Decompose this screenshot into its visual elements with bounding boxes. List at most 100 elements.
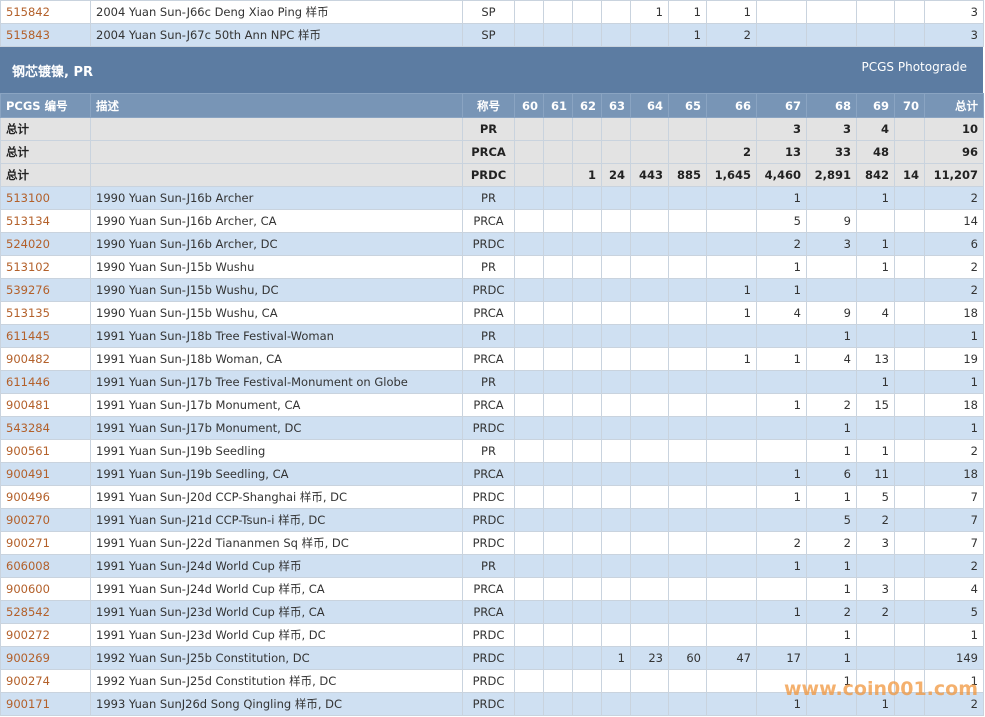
column-title[interactable]: 63	[601, 93, 631, 118]
grade-count	[601, 554, 631, 578]
pcgs-number[interactable]: 513100	[0, 186, 91, 210]
grade-count	[572, 485, 602, 509]
column-title[interactable]: 66	[706, 93, 757, 118]
grade-count	[706, 485, 757, 509]
column-title[interactable]: 总计	[924, 93, 984, 118]
pcgs-number[interactable]: 900269	[0, 646, 91, 670]
pcgs-number[interactable]: 515842	[0, 0, 91, 24]
pcgs-number[interactable]: 543284	[0, 416, 91, 440]
pcgs-number[interactable]: 900491	[0, 462, 91, 486]
designation: PRDC	[462, 669, 515, 693]
designation: PRCA	[462, 301, 515, 325]
grade-count	[706, 577, 757, 601]
pcgs-number[interactable]: 900482	[0, 347, 91, 371]
column-title[interactable]: 65	[668, 93, 707, 118]
grade-count	[601, 0, 631, 24]
pcgs-number[interactable]: 900561	[0, 439, 91, 463]
grade-count	[894, 370, 925, 394]
grade-count: 2	[856, 508, 895, 532]
column-title[interactable]: 68	[806, 93, 857, 118]
grade-count	[514, 347, 544, 371]
pcgs-number[interactable]: 900600	[0, 577, 91, 601]
grade-count	[668, 278, 707, 302]
grade-count	[572, 393, 602, 417]
pcgs-number[interactable]: 900272	[0, 623, 91, 647]
grade-count	[706, 255, 757, 279]
grade-count: 1	[601, 646, 631, 670]
pcgs-number[interactable]: 513102	[0, 255, 91, 279]
grade-count: 4	[856, 117, 895, 141]
table-row: 总计 PR 3 3 4 10	[0, 117, 984, 141]
grade-count	[601, 577, 631, 601]
designation: PR	[462, 117, 515, 141]
pcgs-number[interactable]: 515843	[0, 23, 91, 47]
grade-count: 17	[756, 646, 807, 670]
pcgs-number[interactable]: 900270	[0, 508, 91, 532]
grade-count	[543, 554, 573, 578]
description: 2004 Yuan Sun-J67c 50th Ann NPC 样币	[90, 23, 463, 47]
designation: SP	[462, 23, 515, 47]
pcgs-number[interactable]: 528542	[0, 600, 91, 624]
table-row: 515842 2004 Yuan Sun-J66c Deng Xiao Ping …	[0, 0, 984, 24]
total: 2	[924, 186, 984, 210]
grade-count	[572, 347, 602, 371]
pcgs-number[interactable]: 900271	[0, 531, 91, 555]
grade-count	[894, 646, 925, 670]
grade-count	[630, 324, 669, 348]
column-title[interactable]: 称号	[462, 93, 515, 118]
column-title[interactable]: 70	[894, 93, 925, 118]
grade-count: 1	[706, 347, 757, 371]
table-row: 611446 1991 Yuan Sun-J17b Tree Festival-M…	[0, 370, 984, 394]
grade-count	[601, 669, 631, 693]
pcgs-number[interactable]: 900274	[0, 669, 91, 693]
grade-count: 2	[756, 232, 807, 256]
grade-count	[706, 186, 757, 210]
column-title[interactable]: 60	[514, 93, 544, 118]
pcgs-number[interactable]: 539276	[0, 278, 91, 302]
grade-count	[856, 278, 895, 302]
grade-count	[514, 623, 544, 647]
grade-count	[806, 23, 857, 47]
grade-count	[756, 23, 807, 47]
grade-count	[756, 577, 807, 601]
grade-count	[543, 347, 573, 371]
table-row: 543284 1991 Yuan Sun-J17b Monument, DC PRD…	[0, 416, 984, 440]
pcgs-number[interactable]: 606008	[0, 554, 91, 578]
grade-count	[543, 324, 573, 348]
column-title[interactable]: PCGS 编号	[0, 93, 91, 118]
grade-count	[668, 669, 707, 693]
table-row: 总计 PRCA 2 13 33 48 96	[0, 140, 984, 164]
total: 7	[924, 531, 984, 555]
total-label: 总计	[0, 117, 91, 141]
pcgs-number[interactable]: 513134	[0, 209, 91, 233]
pcgs-number[interactable]: 524020	[0, 232, 91, 256]
column-title[interactable]: 67	[756, 93, 807, 118]
column-title[interactable]: 62	[572, 93, 602, 118]
grade-count: 1	[668, 23, 707, 47]
pcgs-number[interactable]: 900496	[0, 485, 91, 509]
pcgs-number[interactable]: 900481	[0, 393, 91, 417]
column-title[interactable]: 61	[543, 93, 573, 118]
table-row: 900561 1991 Yuan Sun-J19b Seedling PR 1 1 2	[0, 439, 984, 463]
column-title[interactable]: 64	[630, 93, 669, 118]
pcgs-number[interactable]: 611446	[0, 370, 91, 394]
column-title[interactable]: 69	[856, 93, 895, 118]
designation: PRCA	[462, 462, 515, 486]
grade-count	[806, 370, 857, 394]
grade-count	[543, 692, 573, 716]
designation: PRDC	[462, 163, 515, 187]
table-row: 900269 1992 Yuan Sun-J25b Constitution, D…	[0, 646, 984, 670]
photograde-link[interactable]: PCGS Photograde	[861, 60, 967, 74]
table-row: 900482 1991 Yuan Sun-J18b Woman, CA PRCA 1 1…	[0, 347, 984, 371]
grade-count	[856, 416, 895, 440]
pcgs-number[interactable]: 900171	[0, 692, 91, 716]
description: 1991 Yuan Sun-J17b Monument, CA	[90, 393, 463, 417]
pcgs-number[interactable]: 611445	[0, 324, 91, 348]
pcgs-number[interactable]: 513135	[0, 301, 91, 325]
grade-count	[706, 531, 757, 555]
column-title[interactable]: 描述	[90, 93, 463, 118]
grade-count	[543, 255, 573, 279]
grade-count	[668, 255, 707, 279]
grade-count	[894, 531, 925, 555]
grade-count	[514, 370, 544, 394]
